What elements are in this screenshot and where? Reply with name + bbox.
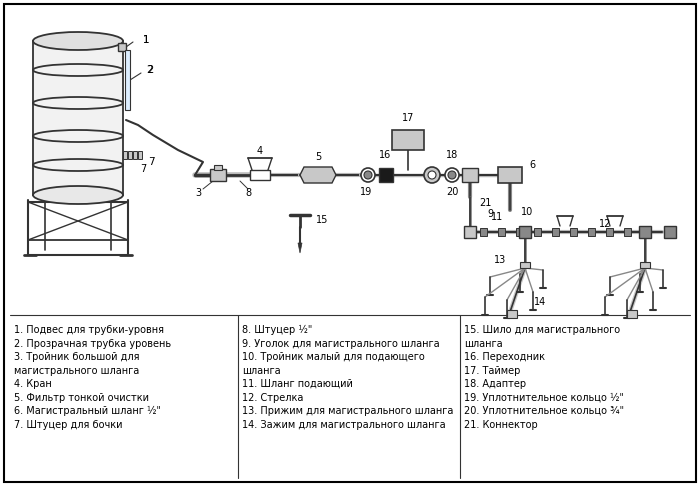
Text: 17. Таймер: 17. Таймер — [464, 365, 520, 376]
Bar — [498, 167, 522, 183]
Text: 1. Подвес для трубки-уровня: 1. Подвес для трубки-уровня — [14, 325, 164, 335]
Text: 2. Прозрачная трубка уровень: 2. Прозрачная трубка уровень — [14, 339, 171, 348]
Bar — [33, 41, 123, 195]
Text: 16. Переходник: 16. Переходник — [464, 352, 545, 362]
Bar — [480, 228, 487, 236]
Bar — [624, 228, 631, 236]
Text: 6: 6 — [529, 160, 535, 170]
Text: 12. Стрелка: 12. Стрелка — [242, 393, 303, 402]
Bar — [534, 228, 541, 236]
Bar — [133, 151, 137, 159]
Circle shape — [448, 171, 456, 179]
Bar — [639, 226, 651, 238]
Text: 13: 13 — [494, 255, 506, 265]
Text: 3: 3 — [195, 188, 201, 198]
Text: 10: 10 — [521, 207, 533, 217]
Bar — [520, 262, 530, 268]
Text: 8: 8 — [245, 188, 251, 198]
Text: 5. Фильтр тонкой очистки: 5. Фильтр тонкой очистки — [14, 393, 149, 402]
Ellipse shape — [33, 64, 123, 76]
Text: 7: 7 — [140, 164, 146, 174]
Text: 2: 2 — [147, 65, 153, 75]
Ellipse shape — [33, 186, 123, 204]
Text: 18: 18 — [446, 150, 458, 160]
Bar — [519, 226, 531, 238]
Polygon shape — [300, 167, 336, 183]
Text: 4: 4 — [257, 146, 263, 156]
Bar — [498, 228, 505, 236]
Text: 1: 1 — [143, 35, 149, 45]
Bar — [640, 262, 650, 268]
Bar — [552, 228, 559, 236]
Bar — [379, 168, 393, 182]
Text: 14: 14 — [534, 297, 546, 307]
Bar — [118, 43, 126, 51]
Bar — [125, 50, 130, 110]
Text: 4. Кран: 4. Кран — [14, 379, 52, 389]
Bar — [664, 226, 676, 238]
Text: 3. Тройник большой для: 3. Тройник большой для — [14, 352, 139, 362]
Text: 16: 16 — [379, 150, 391, 160]
Text: 12: 12 — [598, 219, 611, 229]
Text: 11. Шланг подающий: 11. Шланг подающий — [242, 379, 353, 389]
Text: 11: 11 — [491, 212, 503, 222]
Text: 20: 20 — [446, 187, 459, 197]
FancyBboxPatch shape — [4, 4, 696, 482]
Text: 7: 7 — [148, 157, 154, 167]
Text: шланга: шланга — [242, 365, 281, 376]
Text: 19. Уплотнительное кольцо ½": 19. Уплотнительное кольцо ½" — [464, 393, 624, 402]
Ellipse shape — [33, 97, 123, 109]
Bar — [392, 130, 424, 150]
Circle shape — [428, 171, 436, 179]
Ellipse shape — [33, 159, 123, 171]
Text: магистрального шланга: магистрального шланга — [14, 365, 139, 376]
Text: 17: 17 — [402, 113, 414, 123]
Bar — [464, 226, 476, 238]
Text: 6. Магистральный шланг ½": 6. Магистральный шланг ½" — [14, 406, 161, 416]
Text: 9. Уголок для магистрального шланга: 9. Уголок для магистрального шланга — [242, 339, 440, 348]
Ellipse shape — [33, 32, 123, 50]
Text: 21: 21 — [479, 198, 491, 208]
Ellipse shape — [33, 130, 123, 142]
Text: 7. Штуцер для бочки: 7. Штуцер для бочки — [14, 419, 122, 430]
Bar — [642, 228, 649, 236]
Bar — [570, 228, 577, 236]
Text: 2: 2 — [147, 65, 153, 75]
Text: 19: 19 — [360, 187, 372, 197]
Bar — [128, 151, 132, 159]
Bar — [123, 151, 127, 159]
Bar — [462, 168, 478, 182]
Text: 15. Шило для магистрального: 15. Шило для магистрального — [464, 325, 620, 335]
Text: 21. Коннектор: 21. Коннектор — [464, 419, 538, 430]
Circle shape — [445, 168, 459, 182]
Text: 14. Зажим для магистрального шланга: 14. Зажим для магистрального шланга — [242, 419, 446, 430]
Bar — [214, 165, 222, 170]
Text: 1: 1 — [143, 35, 149, 45]
Bar — [627, 310, 637, 318]
Bar — [606, 228, 613, 236]
Circle shape — [364, 171, 372, 179]
Polygon shape — [298, 243, 302, 253]
Bar — [588, 228, 595, 236]
Circle shape — [424, 167, 440, 183]
Text: шланга: шланга — [464, 339, 503, 348]
Text: 5: 5 — [315, 152, 321, 162]
Text: 10. Тройник малый для подающего: 10. Тройник малый для подающего — [242, 352, 425, 362]
Bar — [138, 151, 142, 159]
Text: 15: 15 — [316, 215, 328, 225]
Bar — [507, 310, 517, 318]
Circle shape — [361, 168, 375, 182]
Bar — [516, 228, 523, 236]
Bar — [250, 170, 270, 180]
Text: 9: 9 — [487, 209, 493, 219]
Text: 20. Уплотнительное кольцо ¾": 20. Уплотнительное кольцо ¾" — [464, 406, 624, 416]
Bar — [210, 169, 226, 181]
Text: 13. Прижим для магистрального шланга: 13. Прижим для магистрального шланга — [242, 406, 454, 416]
Text: 18. Адаптер: 18. Адаптер — [464, 379, 526, 389]
Text: 8. Штуцер ½": 8. Штуцер ½" — [242, 325, 312, 335]
